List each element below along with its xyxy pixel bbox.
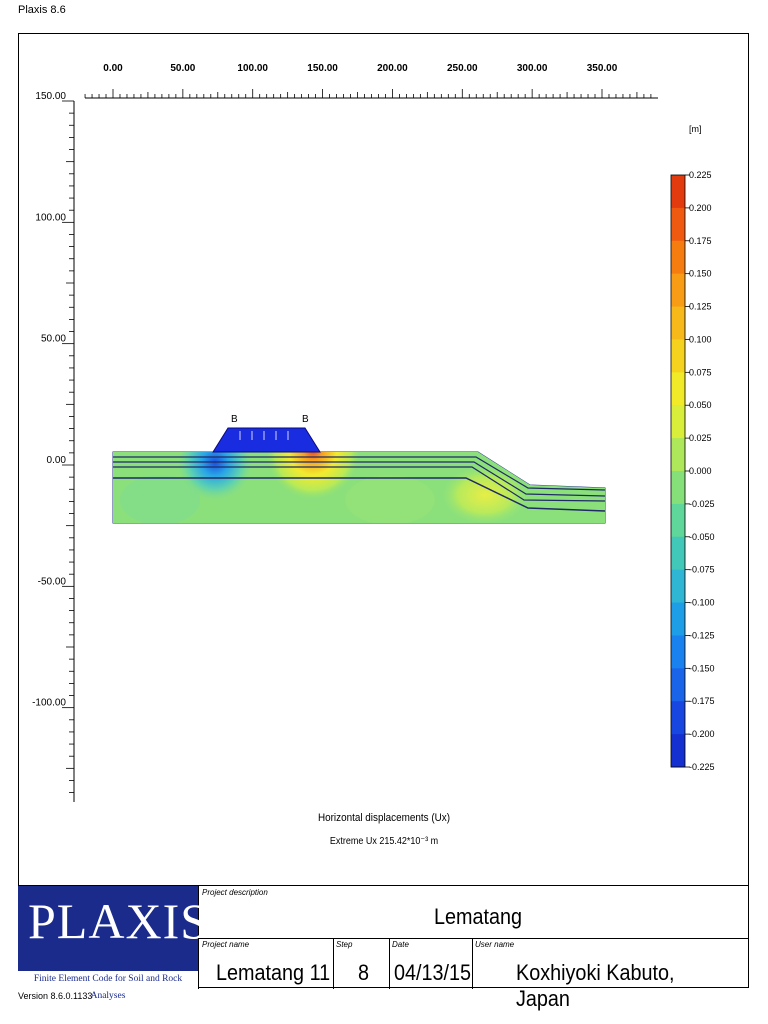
embankment: B B (212, 414, 321, 453)
plaxis-logo: PLAXIS Finite Element Code for Soil and … (18, 886, 210, 1001)
x-tick-label: 100.00 (237, 63, 268, 74)
colorbar-label: 0.025 (689, 433, 712, 443)
x-tick-label: 50.00 (170, 63, 195, 74)
plot-title: Horizontal displacements (Ux) (317, 812, 451, 824)
colorbar-label: -0.025 (689, 499, 715, 509)
colorbar-label: -0.100 (689, 598, 715, 608)
x-tick-label: 200.00 (377, 63, 408, 74)
colorbar-segment (671, 602, 685, 636)
y-tick-label: 150.00 (35, 91, 66, 102)
project-name-label: Project name (202, 940, 250, 949)
plot-subtitle: Extreme Ux 215.42*10⁻³ m (329, 836, 439, 847)
colorbar-segment (671, 273, 685, 308)
colorbar-segment (671, 471, 685, 505)
colorbar: [m] 0.225 0.200 0.175 0.150 0.125 0.100 0.075 0… (670, 124, 715, 772)
soil-mesh (112, 451, 606, 524)
date-label: Date (392, 940, 409, 949)
x-tick-label: 300.00 (517, 63, 548, 74)
plot-frame (18, 33, 749, 988)
app-title: Plaxis 8.6 (18, 4, 66, 16)
x-tick-label: 150.00 (307, 63, 338, 74)
project-description-label: Project description (202, 888, 268, 897)
negative-displacement-zone (177, 452, 253, 508)
colorbar-segment (671, 701, 685, 735)
date-value: 04/13/15 (394, 960, 472, 985)
colorbar-label: 0.200 (689, 203, 712, 213)
y-tick-label: 50.00 (41, 334, 66, 345)
version-text: Version 8.6.0.1133 (18, 991, 93, 1001)
colorbar-label: -0.175 (689, 696, 715, 706)
x-tick-label: 0.00 (103, 63, 123, 74)
project-description: Lematang (434, 904, 523, 929)
user-label: User name (475, 940, 515, 949)
colorbar-label: 0.125 (689, 302, 712, 312)
colorbar-label: 0.100 (689, 334, 712, 344)
colorbar-segment (671, 668, 685, 702)
colorbar-label: 0.000 (689, 466, 712, 476)
positive-displacement-zone (265, 452, 361, 520)
y-axis: 150.00 100.00 50.00 0.00 -50.00 -100.00 (32, 91, 75, 802)
colorbar-label: -0.150 (689, 663, 715, 673)
colorbar-label: -0.125 (689, 630, 715, 640)
colorbar-segment (671, 339, 685, 373)
colorbar-label: 0.075 (689, 367, 712, 377)
y-tick-label: -50.00 (38, 576, 67, 587)
y-tick-label: 100.00 (35, 212, 66, 223)
colorbar-segment (671, 635, 685, 669)
logo-word: PLAXIS (28, 893, 210, 949)
colorbar-segment (671, 438, 685, 472)
project-name: Lematang 11 (216, 960, 331, 985)
user-value: Koxhiyoki Kabuto, Japan (516, 960, 675, 1011)
colorbar-segment (671, 503, 685, 538)
colorbar-label: -0.050 (689, 532, 715, 542)
colorbar-unit: [m] (689, 124, 702, 134)
colorbar-segment (671, 405, 685, 439)
colorbar-label: 0.050 (689, 400, 712, 410)
step-value: 8 (358, 960, 370, 985)
embankment-label-right: B (302, 414, 309, 425)
colorbar-label: -0.075 (689, 565, 715, 575)
colorbar-label: 0.225 (689, 170, 712, 180)
y-tick-label: -100.00 (32, 698, 66, 709)
logo-tagline: Finite Element Code for Soil and Rock An… (18, 970, 198, 1001)
colorbar-label: -0.225 (689, 762, 715, 772)
embankment-label-left: B (231, 414, 238, 425)
colorbar-segment (671, 306, 685, 340)
colorbar-segment (671, 207, 685, 242)
colorbar-segment (671, 536, 685, 571)
x-axis: 0.00 50.00 100.00 150.00 200.00 250.00 300.00 3… (84, 63, 658, 99)
colorbar-label: 0.175 (689, 236, 712, 246)
colorbar-segment (671, 372, 685, 406)
x-tick-label: 350.00 (587, 63, 618, 74)
step-label: Step (336, 940, 353, 949)
colorbar-segment (671, 240, 685, 275)
title-block: PLAXIS Finite Element Code for Soil and … (18, 885, 749, 1011)
y-tick-label: 0.00 (47, 455, 67, 466)
colorbar-segment (671, 569, 685, 604)
colorbar-label: -0.200 (689, 729, 715, 739)
x-tick-label: 250.00 (447, 63, 478, 74)
colorbar-label: 0.150 (689, 269, 712, 279)
colorbar-segment (671, 175, 685, 209)
colorbar-segment (671, 734, 685, 768)
